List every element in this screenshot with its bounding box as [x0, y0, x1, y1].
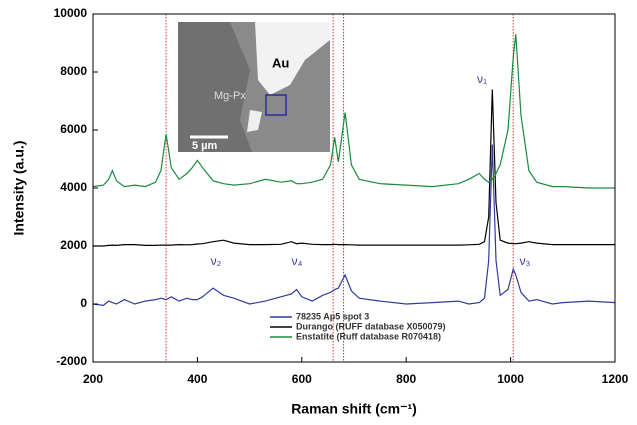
plot-frame: [92, 13, 616, 363]
y-tick-label: 6000: [60, 122, 87, 136]
legend-label: Durango (RUFF database X050079): [296, 321, 446, 331]
x-tick-label: 1000: [497, 372, 524, 386]
inset-label: Au: [272, 55, 289, 70]
annotation: ν₁: [477, 72, 487, 86]
x-tick-label: 1200: [602, 372, 629, 386]
annotation: ν₄: [292, 254, 303, 268]
inset-label: Mg-Px: [214, 90, 246, 102]
inset-gold: [255, 22, 330, 95]
y-tick-label: 4000: [60, 180, 87, 194]
inset-label: 5 µm: [192, 140, 218, 152]
y-tick-label: 0: [80, 296, 87, 310]
inset-grain: [178, 22, 252, 152]
inset-box: [265, 94, 287, 116]
series-line: [92, 34, 615, 189]
legend-label: 78235 Ap5 spot 3: [296, 311, 369, 321]
x-tick-label: 800: [396, 372, 416, 386]
x-tick-label: 600: [292, 372, 312, 386]
y-tick-label: 10000: [54, 6, 88, 20]
x-tick-label: 400: [187, 372, 207, 386]
inset-speck: [247, 110, 262, 132]
annotation: ν₃: [520, 254, 531, 268]
inset-image: Au Mg-Px 5 µm: [178, 22, 330, 152]
x-axis-label: Raman shift (cm⁻¹): [291, 401, 417, 417]
y-tick-label: 8000: [60, 64, 87, 78]
y-tick-label: -2000: [56, 354, 87, 368]
annotation: ν₂: [211, 254, 222, 268]
y-axis-label: Intensity (a.u.): [11, 141, 27, 236]
series-line: [93, 89, 615, 247]
legend-label: Enstatite (Ruff database R070418): [296, 331, 441, 341]
x-tick-label: 200: [83, 372, 103, 386]
y-tick-label: 2000: [60, 238, 87, 252]
series-line: [92, 144, 616, 307]
